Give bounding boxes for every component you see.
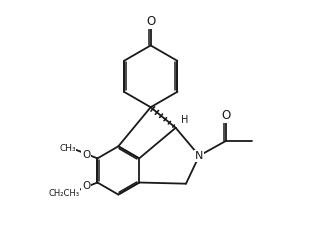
Text: CH₂CH₃: CH₂CH₃ bbox=[48, 189, 79, 198]
Text: O: O bbox=[146, 15, 155, 28]
Text: O: O bbox=[221, 109, 230, 122]
Text: H: H bbox=[182, 114, 189, 125]
Text: N: N bbox=[195, 151, 204, 161]
Text: CH₃: CH₃ bbox=[59, 144, 76, 153]
Text: O: O bbox=[82, 181, 90, 191]
Text: O: O bbox=[82, 149, 90, 160]
